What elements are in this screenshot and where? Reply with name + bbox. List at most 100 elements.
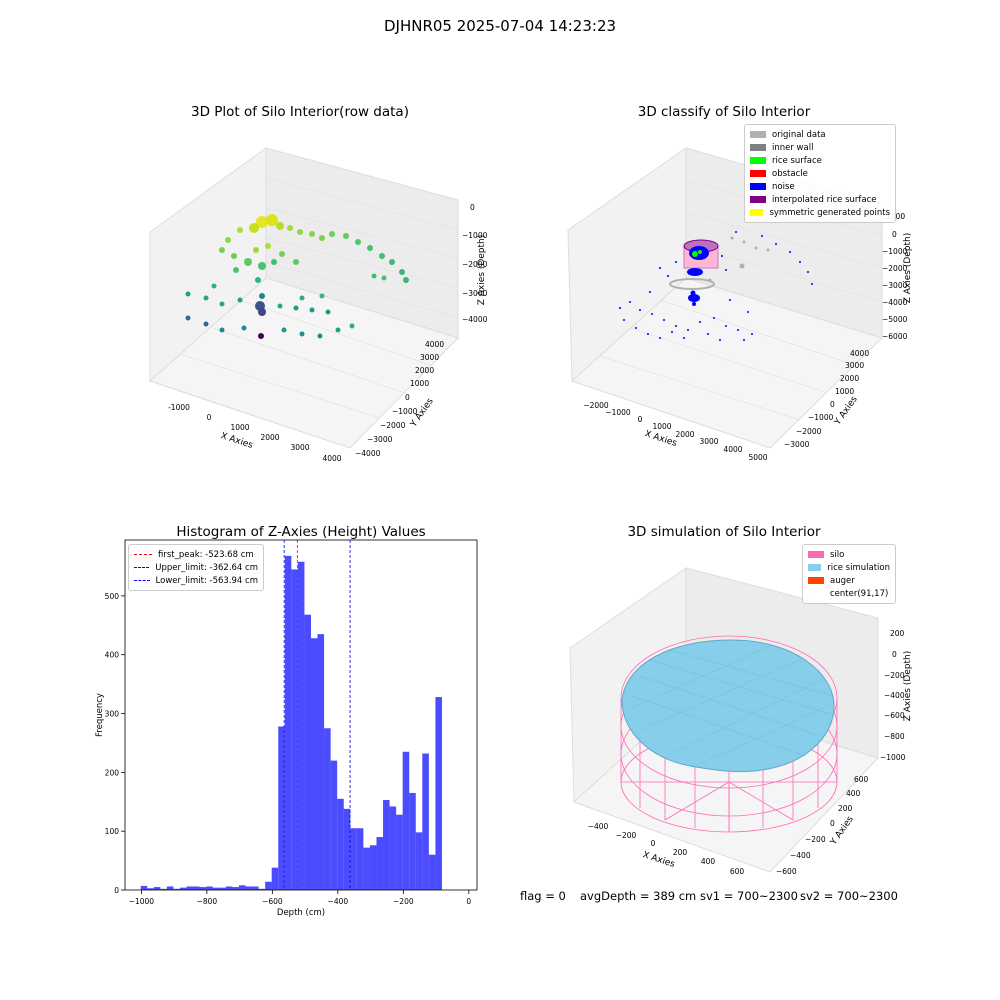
histogram-bar (160, 888, 167, 890)
raw-y-tick: −2000 (380, 421, 406, 430)
classify-x-tick: 2000 (675, 430, 694, 439)
histogram-chart: −1000 −800 −600 −400 −200 0 0100200300400500 … (95, 539, 478, 918)
classify-x-label: X Axies (643, 429, 678, 449)
histogram-x-tick: −600 (262, 897, 283, 906)
histogram-bar (173, 888, 181, 890)
classify-y-tick: 4000 (850, 349, 869, 358)
sim-y-tick: 600 (854, 775, 869, 784)
raw-x-tick: -1000 (168, 403, 190, 412)
classify-y-tick: 2000 (840, 374, 859, 383)
legend-swatch (750, 183, 766, 190)
raw-y-tick: 0 (405, 393, 410, 402)
sim-y-tick: −600 (776, 867, 797, 876)
raw-z-tick: −4000 (462, 315, 488, 324)
classify-z-tick: −3000 (882, 281, 908, 290)
histogram-bar (363, 847, 370, 890)
classify-x-tick: 1000 (652, 422, 671, 431)
histogram-bar (199, 887, 207, 890)
raw-y-tick: 2000 (415, 366, 434, 375)
raw-plot-title: 3D Plot of Silo Interior(row data) (191, 104, 409, 120)
legend-item-interpolated: interpolated rice surface (750, 193, 890, 206)
histogram-y-tick: 400 (105, 651, 120, 660)
histogram-bar (232, 887, 239, 890)
legend-item-noise: noise (750, 180, 890, 193)
legend-item-obstacle: obstacle (750, 167, 890, 180)
sim-z-tick: −200 (884, 671, 905, 680)
histogram-y-ticks: 0 100 200 300 400 500 (105, 592, 125, 895)
legend-label: rice simulation (827, 562, 890, 573)
histogram-legend: first_peak: -523.68 cm Upper_limit: -362… (128, 544, 264, 591)
histogram-bar (284, 555, 292, 890)
histogram-title: Histogram of Z-Axies (Height) Values (176, 524, 426, 540)
simulation-legend: silo rice simulation auger center(91,17) (802, 544, 896, 604)
histogram-x-tick: −200 (393, 897, 414, 906)
legend-label: center(91,17) (830, 588, 889, 599)
sim-x-tick: 400 (701, 857, 716, 866)
legend-swatch (808, 590, 824, 597)
histogram-bar (428, 854, 436, 890)
sim-x-tick: −200 (616, 831, 637, 840)
histogram-bar (317, 634, 325, 890)
legend-swatch (750, 157, 766, 164)
classify-y-tick: 3000 (845, 361, 864, 370)
histogram-bar (140, 885, 148, 890)
raw-x-tick: 1000 (230, 423, 249, 432)
histogram-bar (245, 886, 253, 890)
legend-line (134, 580, 150, 581)
histogram-bar (193, 886, 200, 890)
raw-x-label: X Axies (219, 431, 254, 451)
simulation-3d-plot: −400 −200 0 200 400 600 −600 −400 −200 0… (569, 567, 913, 876)
raw-grid (179, 177, 459, 419)
legend-label: silo (830, 549, 845, 560)
histogram-bar (389, 806, 397, 890)
histogram-x-label: Depth (cm) (277, 908, 325, 918)
raw-y-tick: 4000 (425, 340, 444, 349)
status-sv1: sv1 = 700~2300 (700, 889, 798, 903)
histogram-bars (140, 555, 442, 890)
histogram-y-tick: 0 (114, 886, 119, 895)
legend-item-original-data: original data (750, 128, 890, 141)
histogram-bar (297, 561, 305, 890)
histogram-bar (330, 760, 338, 890)
classify-y-tick: 0 (830, 400, 835, 409)
histogram-y-label: Frequency (95, 693, 105, 737)
legend-swatch (750, 170, 766, 177)
raw-z-label: Z Axies (Depth) (477, 235, 487, 306)
raw-y-tick: 1000 (410, 379, 429, 388)
sim-rice-surface (621, 639, 835, 773)
sim-z-tick: 200 (890, 629, 905, 638)
figure-title: DJHNR05 2025-07-04 14:23:23 (383, 17, 617, 35)
histogram-bar (343, 808, 351, 890)
histogram-bar (258, 888, 266, 890)
sim-y-tick: 200 (838, 804, 853, 813)
histogram-bar (356, 828, 364, 890)
sim-z-label: Z Axies (Depth) (903, 651, 913, 722)
classify-x-tick: −2000 (583, 401, 609, 410)
classify-z-tick: 0 (892, 230, 897, 239)
raw-y-tick: −1000 (392, 407, 418, 416)
sim-z-tick: 0 (892, 650, 897, 659)
histogram-bar (376, 837, 384, 890)
histogram-bar (271, 867, 279, 890)
sim-x-tick: −400 (588, 822, 609, 831)
classify-y-tick: 1000 (835, 387, 854, 396)
legend-item-symmetric: symmetric generated points (750, 206, 890, 219)
histogram-bar (324, 728, 331, 890)
legend-item-inner-wall: inner wall (750, 141, 890, 154)
classify-z-tick: −2000 (882, 264, 908, 273)
histogram-bar (350, 828, 357, 890)
raw-x-tick: 0 (207, 413, 212, 422)
classify-plot-title: 3D classify of Silo Interior (637, 104, 811, 120)
legend-swatch (808, 577, 824, 584)
raw-z-tick: −3000 (462, 289, 488, 298)
sim-x-tick: 0 (651, 839, 656, 848)
histogram-bar (304, 614, 311, 890)
simulation-plot-title: 3D simulation of Silo Interior (627, 524, 821, 540)
legend-label: noise (772, 181, 795, 192)
classify-z-tick: −5000 (882, 315, 908, 324)
legend-swatch (750, 144, 766, 151)
legend-item-upper-limit: Upper_limit: -362.64 cm (134, 561, 258, 574)
legend-label: symmetric generated points (769, 207, 890, 218)
legend-label: auger (830, 575, 855, 586)
histogram-y-tick: 500 (105, 592, 120, 601)
